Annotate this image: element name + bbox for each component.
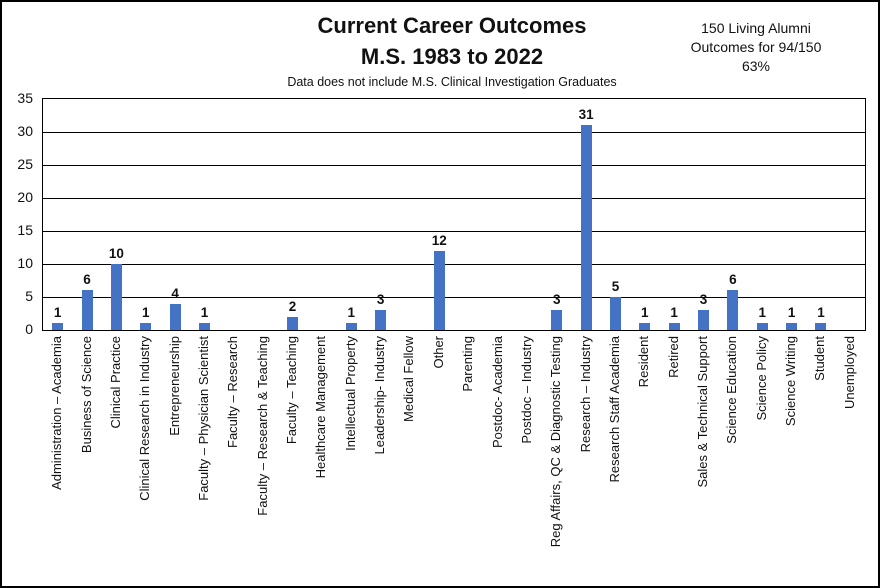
bar-value-label: 3 [699, 292, 708, 308]
y-axis-tick-label: 15 [17, 222, 33, 238]
gridline-5 [43, 297, 865, 298]
bar [815, 323, 827, 330]
chart-subtitle: Data does not include M.S. Clinical Inve… [287, 75, 617, 89]
gridline-25 [43, 165, 865, 166]
x-axis-label: Sales & Technical Support [695, 336, 711, 488]
bar [140, 323, 152, 330]
annotation-line-2: Outcomes for 94/150 [690, 39, 822, 55]
x-axis-label: Parenting [460, 336, 476, 392]
bar [198, 323, 210, 330]
x-axis-label: Research Staff Academia [606, 336, 622, 483]
bar [698, 310, 710, 330]
x-axis-label: Faculty – Teaching [284, 336, 300, 445]
bar [639, 323, 651, 330]
bar-value-label: 1 [141, 305, 150, 321]
x-axis-label: Faculty – Research [225, 336, 241, 448]
x-axis-label: Reg Affairs, QC & Diagnostic Testing [548, 336, 564, 548]
x-axis-label: Postdoc- Academia [489, 336, 505, 449]
bar-value-label: 6 [83, 272, 91, 288]
x-axis-label: Clinical Practice [107, 336, 123, 429]
y-axis-tick-label: 5 [25, 288, 33, 304]
bar [668, 323, 680, 330]
bar-value-label: 2 [288, 298, 297, 314]
bar [727, 290, 739, 330]
bar-value-label: 1 [670, 305, 678, 321]
x-axis-label: Administration – Academia [49, 336, 65, 490]
x-axis-label: Faculty – Research & Teaching [254, 336, 270, 516]
bar-value-label: 1 [758, 305, 766, 321]
bar-value-label: 31 [578, 107, 594, 123]
chart-title-line2: M.S. 1983 to 2022 [360, 44, 544, 69]
bar [786, 323, 798, 330]
bar [551, 310, 563, 330]
bar [169, 303, 181, 330]
x-axis-label: Healthcare Management [313, 336, 329, 479]
bar [287, 316, 299, 330]
bar-value-label: 3 [376, 292, 385, 308]
bar [756, 323, 768, 330]
y-axis-tick-label: 35 [17, 90, 33, 106]
x-axis-label: Science Writing [783, 336, 799, 427]
x-axis-label: Leadership- Industry [372, 336, 388, 455]
bar-value-label: 3 [552, 292, 561, 308]
bar-value-label: 10 [108, 246, 124, 261]
x-axis-label: Faculty – Physician Scientist [195, 336, 211, 501]
chart-title-line1: Current Career Outcomes [317, 13, 587, 38]
plot-area: 1 6 10 1 4 1 2 1 3 12 3 31 5 1 1 3 6 1 1 1 [42, 98, 866, 331]
bar-value-label: 6 [729, 272, 737, 288]
gridline-20 [43, 198, 865, 199]
y-axis-tick-label: 10 [17, 255, 33, 271]
y-axis-tick-label: 0 [25, 321, 33, 337]
gridline-10 [43, 264, 865, 265]
y-axis-tick-label: 25 [17, 156, 33, 172]
bar-value-label: 1 [641, 305, 649, 321]
bar [81, 290, 93, 330]
bar [52, 323, 64, 330]
x-axis-label: Business of Science [78, 336, 94, 454]
alumni-annotation: 150 Living Alumni Outcomes for 94/150 63… [662, 19, 850, 76]
x-axis-label: Entrepreneurship [166, 336, 182, 436]
x-axis-label: Student [812, 336, 828, 381]
x-axis-label: Medical Fellow [401, 336, 417, 422]
y-axis-tick-label: 20 [17, 189, 33, 205]
x-axis-label: Research – Industry [577, 336, 593, 453]
x-axis-label: Science Policy [753, 336, 769, 421]
bar-value-label: 12 [431, 232, 447, 248]
gridline-30 [43, 132, 865, 133]
bar [110, 264, 122, 330]
x-axis-label: Postdoc – Industry [518, 336, 534, 444]
x-axis-label: Resident [636, 336, 652, 388]
bar-value-label: 1 [787, 305, 796, 321]
bar-value-label: 1 [53, 305, 62, 321]
bar-value-label: 1 [200, 305, 209, 321]
bar [609, 297, 621, 330]
chart-header: Current Career Outcomes M.S. 1983 to 202… [122, 10, 782, 89]
y-axis-tick-label: 30 [17, 123, 33, 139]
x-axis-label: Retired [665, 336, 681, 378]
annotation-line-1: 150 Living Alumni [701, 20, 811, 36]
bar [345, 323, 357, 330]
bar-value-label: 4 [171, 285, 179, 301]
bar [580, 125, 592, 330]
x-axis-label: Science Education [724, 336, 740, 444]
bar-value-label: 1 [347, 305, 355, 321]
x-axis-label: Clinical Research in Industry [137, 336, 153, 501]
bar-value-label: 1 [817, 305, 825, 321]
gridline-15 [43, 231, 865, 232]
bar [375, 310, 387, 330]
bar-value-label: 5 [611, 279, 620, 294]
x-axis-label: Intellectual Property [342, 336, 358, 451]
bar [433, 250, 445, 330]
x-axis-label: Unemployed [841, 336, 857, 409]
annotation-line-3: 63% [741, 58, 771, 74]
x-axis-label: Other [430, 336, 446, 369]
